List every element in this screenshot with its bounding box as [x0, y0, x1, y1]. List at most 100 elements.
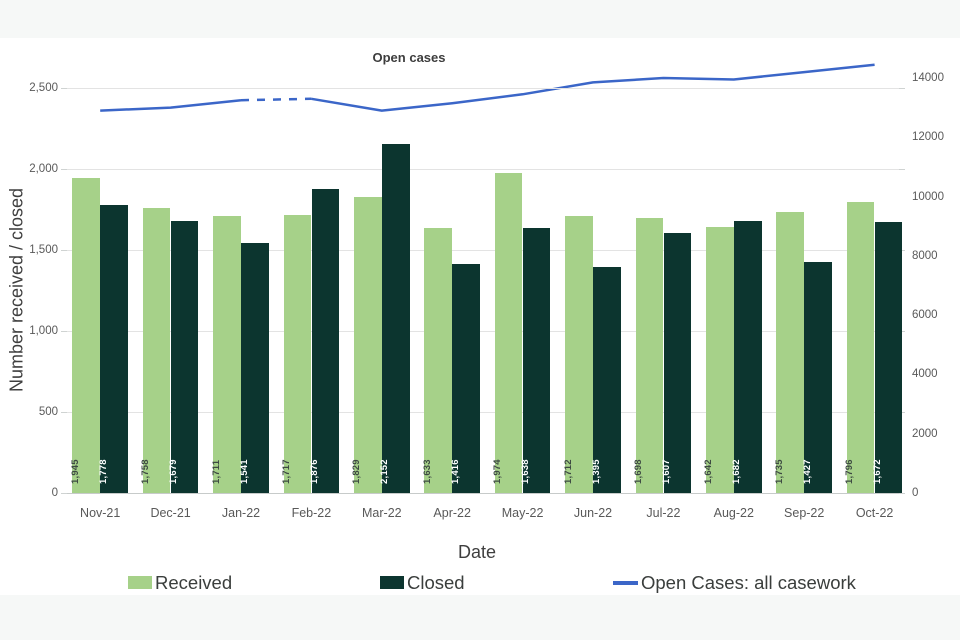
- received-bar: [776, 211, 804, 493]
- received-bar: [283, 214, 312, 493]
- received-bar-value-label: 1,712: [562, 459, 574, 484]
- closed-bar: [734, 220, 762, 493]
- bottom-background-band: [0, 595, 960, 640]
- legend-received-swatch: [128, 576, 152, 589]
- received-bar: [424, 228, 452, 493]
- closed-bar-value-label: 1,427: [801, 459, 813, 484]
- received-bar: [213, 215, 241, 493]
- top-background-band: [0, 0, 960, 38]
- left-axis-tick-label: 2,000: [29, 163, 58, 175]
- received-bar-value-label: 1,642: [703, 459, 715, 484]
- x-axis-tick-label: Jan-22: [221, 506, 261, 520]
- right-axis-tick-label: 6000: [912, 309, 938, 322]
- left-axis-title: Number received / closed: [6, 187, 27, 393]
- x-axis-tick-label: Jun-22: [573, 506, 613, 520]
- x-axis-tick-label: Sep-22: [784, 506, 825, 520]
- received-bar: [494, 173, 523, 493]
- received-bar: [354, 196, 382, 493]
- gridline: [66, 169, 905, 170]
- left-tick-mark: [61, 331, 67, 332]
- right-axis-tick-label: 0: [912, 487, 919, 499]
- right-axis-tick-label: 10000: [912, 190, 944, 203]
- x-axis-tick-label: Nov-21: [80, 506, 121, 520]
- gridline: [66, 331, 905, 332]
- gridline: [66, 88, 905, 89]
- right-tick-mark: [899, 88, 905, 89]
- received-bar: [846, 202, 875, 493]
- left-tick-mark: [61, 250, 67, 251]
- right-axis-tick-label: 4000: [912, 368, 938, 381]
- received-bar: [142, 208, 171, 493]
- received-bar: [706, 226, 734, 493]
- received-bar-value-label: 1,633: [421, 459, 433, 484]
- left-axis-tick-label: 500: [38, 406, 58, 418]
- received-bar-value-label: 1,711: [210, 459, 222, 484]
- closed-bar-value-label: 1,395: [590, 459, 602, 484]
- received-bar-value-label: 1,717: [280, 459, 292, 484]
- received-bar-value-label: 1,758: [140, 459, 152, 484]
- x-axis-tick-label: Aug-22: [713, 506, 754, 520]
- legend-open-cases-swatch: [613, 581, 638, 585]
- x-axis-tick-label: May-22: [501, 506, 544, 520]
- left-tick-mark: [61, 412, 67, 413]
- right-axis-tick-label: 14000: [912, 72, 944, 84]
- legend-received-label: Received: [155, 572, 233, 593]
- left-axis-tick-label: 0: [51, 487, 58, 499]
- received-bar-value-label: 1,735: [773, 459, 785, 484]
- closed-bar: [241, 243, 269, 493]
- closed-bar: [311, 189, 340, 493]
- x-axis-title: Date: [457, 542, 497, 562]
- open-cases-line-segment: [100, 98, 242, 112]
- right-tick-mark: [899, 169, 905, 170]
- closed-bar: [170, 221, 199, 493]
- closed-bar: [452, 263, 480, 493]
- legend-closed-swatch: [380, 576, 404, 589]
- x-axis-tick-label: Feb-22: [291, 506, 332, 520]
- left-tick-mark: [61, 88, 67, 89]
- closed-bar: [100, 204, 128, 493]
- received-bar: [635, 217, 664, 493]
- right-tick-mark: [899, 493, 905, 494]
- gridline: [66, 412, 905, 413]
- left-axis-tick-label: 2,500: [29, 82, 58, 94]
- legend-open-cases-label: Open Cases: all casework: [641, 572, 856, 593]
- closed-bar: [522, 227, 551, 493]
- x-axis-tick-label: Dec-21: [150, 506, 191, 520]
- received-bar-value-label: 1,829: [351, 459, 363, 484]
- received-bar-value-label: 1,796: [844, 459, 856, 484]
- open-cases-line-dashed-segment: [240, 97, 312, 102]
- right-axis-tick-label: 2000: [912, 427, 938, 440]
- left-axis-tick-label: 1,500: [29, 244, 58, 256]
- left-tick-mark: [61, 169, 67, 170]
- received-bar-value-label: 1,698: [632, 459, 644, 484]
- closed-bar-value-label: 1,778: [97, 459, 109, 484]
- gridline: [66, 250, 905, 251]
- x-axis-line: [66, 493, 905, 494]
- left-tick-mark: [61, 493, 67, 494]
- closed-bar-value-label: 1,876: [308, 459, 320, 484]
- closed-bar: [382, 144, 410, 493]
- closed-bar-value-label: 1,638: [520, 459, 532, 484]
- chart-title: Open cases: [372, 50, 446, 65]
- x-axis-tick-label: Oct-22: [855, 506, 894, 520]
- received-bar-value-label: 1,945: [69, 459, 81, 484]
- right-axis-tick-label: 12000: [912, 131, 944, 144]
- x-axis-tick-label: Jul-22: [646, 506, 681, 520]
- closed-bar-value-label: 1,541: [238, 459, 250, 484]
- legend-closed-label: Closed: [407, 572, 465, 593]
- closed-bar-value-label: 1,682: [731, 459, 743, 484]
- closed-bar: [593, 267, 621, 493]
- x-axis-tick-label: Mar-22: [362, 506, 402, 520]
- closed-bar: [804, 261, 832, 493]
- closed-bar-value-label: 1,679: [168, 459, 180, 484]
- closed-bar-value-label: 1,672: [872, 459, 884, 484]
- left-axis-tick-label: 1,000: [29, 325, 58, 337]
- closed-bar-value-label: 2,152: [379, 459, 391, 484]
- closed-bar: [874, 222, 903, 493]
- closed-bar-value-label: 1,416: [449, 459, 461, 484]
- received-bar: [565, 215, 593, 493]
- received-bar-value-label: 1,974: [492, 459, 504, 484]
- received-bar: [72, 177, 100, 493]
- x-axis-tick-label: Apr-22: [433, 506, 471, 520]
- right-axis-tick-label: 8000: [912, 249, 938, 262]
